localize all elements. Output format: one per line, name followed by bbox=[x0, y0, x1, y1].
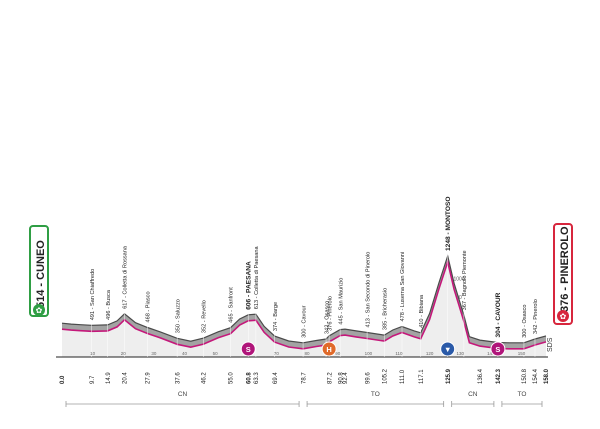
place-label: 350 - Saluzzo bbox=[175, 299, 181, 333]
province-label: TO bbox=[517, 391, 526, 398]
km-tick-label: 99.6 bbox=[365, 372, 371, 384]
place-label: 478 - Luserna San Giovanni bbox=[400, 252, 406, 322]
place-label: 342 - Pinerolo bbox=[533, 299, 539, 334]
km-tick-label: 63.3 bbox=[254, 372, 260, 384]
axis-marker-label: 80 bbox=[305, 351, 311, 356]
km-tick-label: 9.7 bbox=[90, 375, 96, 384]
profile-icons: S H ▼ S bbox=[240, 341, 506, 357]
axis-marker-label: 40 bbox=[182, 351, 188, 356]
place-label: 496 - Busca bbox=[106, 289, 112, 320]
finish-flag-icon bbox=[557, 310, 569, 322]
km-tick-label: 111.0 bbox=[400, 369, 406, 384]
place-label: 606 - PAESANA bbox=[245, 261, 252, 310]
place-label: 304 - CAVOUR bbox=[495, 292, 502, 337]
axis-marker-label: 70 bbox=[274, 351, 280, 356]
place-label: 613 - Colletta di Paesana bbox=[254, 245, 260, 309]
km-tick-label: 60.8 bbox=[246, 372, 252, 384]
place-label: 374 - Barge bbox=[273, 302, 279, 331]
km-tick-label: 92.4 bbox=[343, 372, 349, 384]
km-tick-label: 142.3 bbox=[496, 368, 502, 384]
km-tick-label: 150.8 bbox=[522, 368, 528, 384]
km-tick-label: 14.9 bbox=[106, 372, 112, 384]
place-label: 410 - Bibiana bbox=[419, 294, 425, 328]
province-bands: CN TO CN TO bbox=[65, 391, 543, 407]
finish-label: 376 - PINEROLO bbox=[559, 226, 571, 312]
place-label: 342 - Osasco bbox=[324, 301, 330, 334]
place-label: 491 - San Chiaffredo bbox=[90, 269, 96, 321]
place-label: 367 - Bagnolo Piemonte bbox=[462, 250, 468, 310]
place-label: 352 - Revello bbox=[202, 300, 208, 333]
km-drop-lines bbox=[91, 254, 536, 357]
province-label: TO bbox=[371, 391, 380, 398]
feed-zone-icon bbox=[321, 341, 337, 357]
start-flag-glyph: ✿ bbox=[36, 306, 43, 315]
place-label: 1248 - MONTOSO bbox=[445, 197, 452, 251]
climb-glyph: ▼ bbox=[444, 345, 451, 354]
sprint-glyph: S bbox=[495, 345, 500, 354]
axis-marker-label: 140 bbox=[487, 351, 495, 356]
km-tick-label: 90.8 bbox=[338, 372, 344, 384]
altitude-scale-label: 1000 bbox=[453, 277, 464, 283]
axis-marker-label: 30 bbox=[151, 351, 157, 356]
province-label: CN bbox=[468, 391, 478, 398]
axis-marker-label: 90 bbox=[335, 351, 341, 356]
feed-zone-glyph: H bbox=[326, 345, 331, 354]
sds-label: SDS bbox=[547, 337, 554, 352]
place-label: 300 - Cavour bbox=[301, 305, 307, 337]
km-tick-label: 69.4 bbox=[273, 372, 279, 384]
profile-outline bbox=[61, 253, 547, 344]
finish-badge-frame bbox=[553, 223, 573, 325]
km-tick-label: 37.6 bbox=[175, 372, 181, 384]
km-tick-label: 87.2 bbox=[327, 372, 333, 384]
profile-base-band bbox=[62, 262, 546, 357]
km-tick-label: 0.0 bbox=[60, 375, 66, 384]
km-tick-label: 27.9 bbox=[146, 372, 152, 384]
km-tick-label: 158.0 bbox=[544, 368, 550, 384]
place-label: 300 - Osasco bbox=[522, 305, 528, 338]
km-tick-label: 154.4 bbox=[533, 368, 539, 384]
axis-marker-label: 150 bbox=[518, 351, 526, 356]
finish-badge: 376 - PINEROLO ✿ bbox=[553, 223, 573, 325]
sprint-icon bbox=[240, 341, 256, 357]
province-label: CN bbox=[178, 391, 188, 398]
place-label: 617 - Colletta di Rossana bbox=[123, 245, 129, 309]
km-tick-label: 117.1 bbox=[419, 369, 425, 384]
start-flag-icon bbox=[33, 304, 45, 316]
axis-marker-label: 20 bbox=[121, 351, 127, 356]
sprint-icon bbox=[490, 341, 506, 357]
start-label: 514 - CUNEO bbox=[35, 240, 47, 308]
place-label: 385 - Bricherasio bbox=[382, 288, 388, 330]
km-tick-label: 136.4 bbox=[478, 368, 484, 384]
km-tick-label: 78.7 bbox=[301, 372, 307, 384]
place-label: 376 - Pinerolo bbox=[327, 296, 333, 331]
axis-marker-label: 130 bbox=[456, 351, 464, 356]
place-label: 465 - Sanfront bbox=[229, 287, 235, 323]
place-label: 468 - Piasco bbox=[146, 291, 152, 322]
start-badge: 514 - CUNEO ✿ bbox=[29, 225, 49, 317]
place-label: 445 - San Maurizio bbox=[338, 278, 344, 325]
km-tick-label: 55.0 bbox=[229, 372, 235, 384]
finish-flag-glyph: ✿ bbox=[560, 312, 567, 321]
axis-marker-label: 50 bbox=[213, 351, 219, 356]
route-line bbox=[61, 259, 547, 350]
place-label: 413 - San Secondo di Pinerolo bbox=[365, 252, 371, 328]
sprint-glyph: S bbox=[246, 345, 251, 354]
km-tick-label: 46.2 bbox=[202, 372, 208, 384]
axis-marker-label: 10 bbox=[90, 351, 96, 356]
axis-marker-label: 100 bbox=[365, 351, 373, 356]
axis-marker-label: 120 bbox=[426, 351, 434, 356]
axis-marker-label: 110 bbox=[395, 351, 403, 356]
km-tick-label: 20.4 bbox=[123, 372, 129, 384]
place-labels: 491 - San Chiaffredo 496 - Busca 617 - Col… bbox=[90, 197, 539, 338]
km-tick-label: 125.9 bbox=[446, 368, 452, 384]
climb-icon bbox=[440, 341, 456, 357]
km-tick-label: 105.2 bbox=[382, 368, 388, 384]
elevation-profile bbox=[56, 253, 548, 358]
